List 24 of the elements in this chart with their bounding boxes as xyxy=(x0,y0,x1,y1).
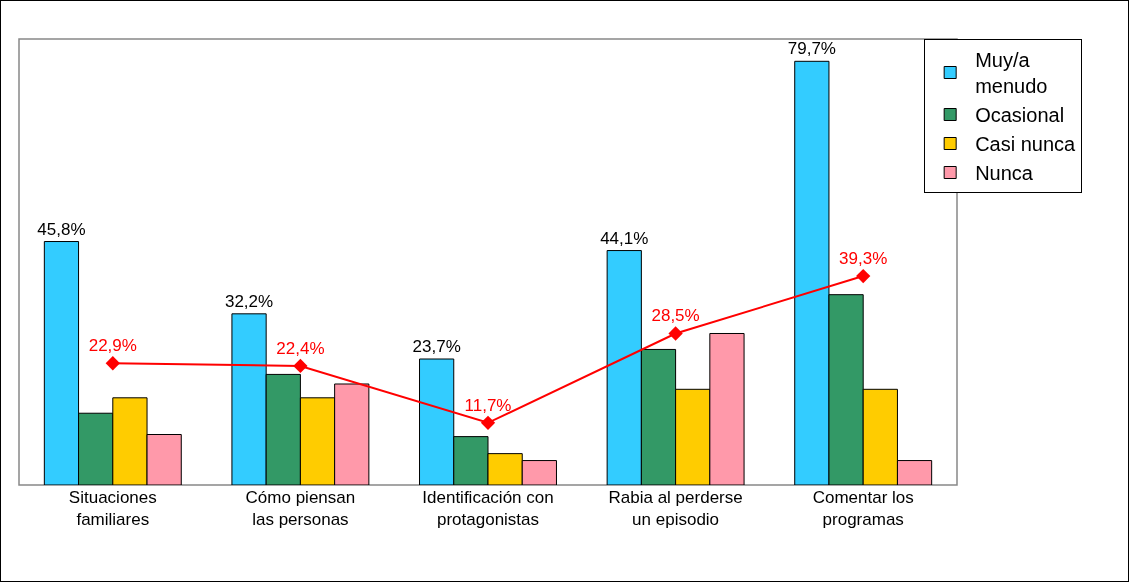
legend-label: Ocasional xyxy=(975,104,1065,127)
data-label: 45,8% xyxy=(37,219,86,239)
legend-label: Nunca xyxy=(975,162,1034,185)
x-tick-label: Cómo piensan las personas xyxy=(245,488,356,530)
data-label: 22,4% xyxy=(276,338,325,358)
legend-label: Muy/a menudo xyxy=(975,49,1048,98)
point xyxy=(105,356,120,371)
data-label: 44,1% xyxy=(600,228,649,248)
data-label: 23,7% xyxy=(412,337,461,357)
data-label: 39,3% xyxy=(839,248,888,268)
x-tick-label: Situaciones familiares xyxy=(68,488,157,530)
data-label: 79,7% xyxy=(787,39,836,59)
data-label: 32,2% xyxy=(224,291,274,311)
x-tick-label: Rabia al perderse un episodio xyxy=(608,488,743,530)
x-tick-label: Identificación con protagonistas xyxy=(422,488,554,530)
point xyxy=(856,268,871,284)
legend-label: Casi nunca xyxy=(975,133,1077,156)
point xyxy=(480,415,496,430)
x-tick-label: Comentar los programas xyxy=(812,488,914,530)
data-label: 22,9% xyxy=(88,336,137,356)
point xyxy=(293,358,308,374)
data-label: 11,7% xyxy=(464,395,512,415)
data-label: 28,5% xyxy=(651,306,700,326)
point xyxy=(668,326,683,341)
